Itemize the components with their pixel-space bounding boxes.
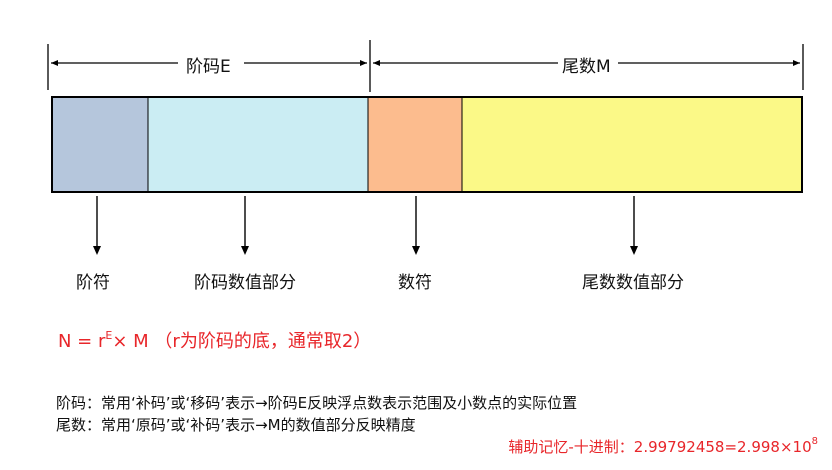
- exp-sign-label: 阶符: [76, 273, 110, 293]
- formula-note: （r为阶码的底，通常取2）: [154, 331, 372, 352]
- arrowhead-exp-sign: [93, 246, 101, 255]
- float-formula: N = rE× M （r为阶码的底，通常取2）: [58, 327, 371, 353]
- exponent-span-label: 阶码E: [186, 57, 231, 77]
- mant-arrowhead-right: [793, 60, 800, 66]
- arrowhead-exp-value: [241, 246, 249, 255]
- segment-mant-value: [462, 97, 802, 192]
- mnemonic-text: 辅助记忆-十进制：2.99792458=2.998×10: [508, 438, 812, 456]
- mantissa-span-label: 尾数M: [562, 57, 611, 77]
- segment-exp-sign: [52, 97, 148, 192]
- mant-sign-label: 数符: [398, 273, 432, 293]
- segment-exp-value: [148, 97, 368, 192]
- exp-value-label: 阶码数值部分: [194, 273, 296, 293]
- mant-arrowhead-left: [373, 60, 380, 66]
- formula-exponent: E: [105, 329, 113, 342]
- arrowhead-mant-sign: [412, 246, 420, 255]
- exp-arrowhead-right: [360, 60, 367, 66]
- segment-mant-sign: [368, 97, 462, 192]
- mnemonic-exponent: 8: [811, 436, 818, 447]
- mant-value-label: 尾数数值部分: [582, 273, 684, 293]
- formula-lhs: N = r: [58, 331, 106, 352]
- register-outline: [51, 96, 803, 193]
- exponent-description: 阶码：常用‘补码’或‘移码’表示→阶码E反映浮点数表示范围及小数点的实际位置: [56, 394, 578, 412]
- formula-rhs: × M: [112, 331, 149, 352]
- exp-arrowhead-left: [51, 60, 58, 66]
- arrowhead-mant-value: [630, 246, 638, 255]
- mantissa-description: 尾数：常用‘原码’或‘补码’表示→M的数值部分反映精度: [56, 416, 416, 434]
- decimal-mnemonic: 辅助记忆-十进制：2.99792458=2.998×108: [508, 436, 818, 457]
